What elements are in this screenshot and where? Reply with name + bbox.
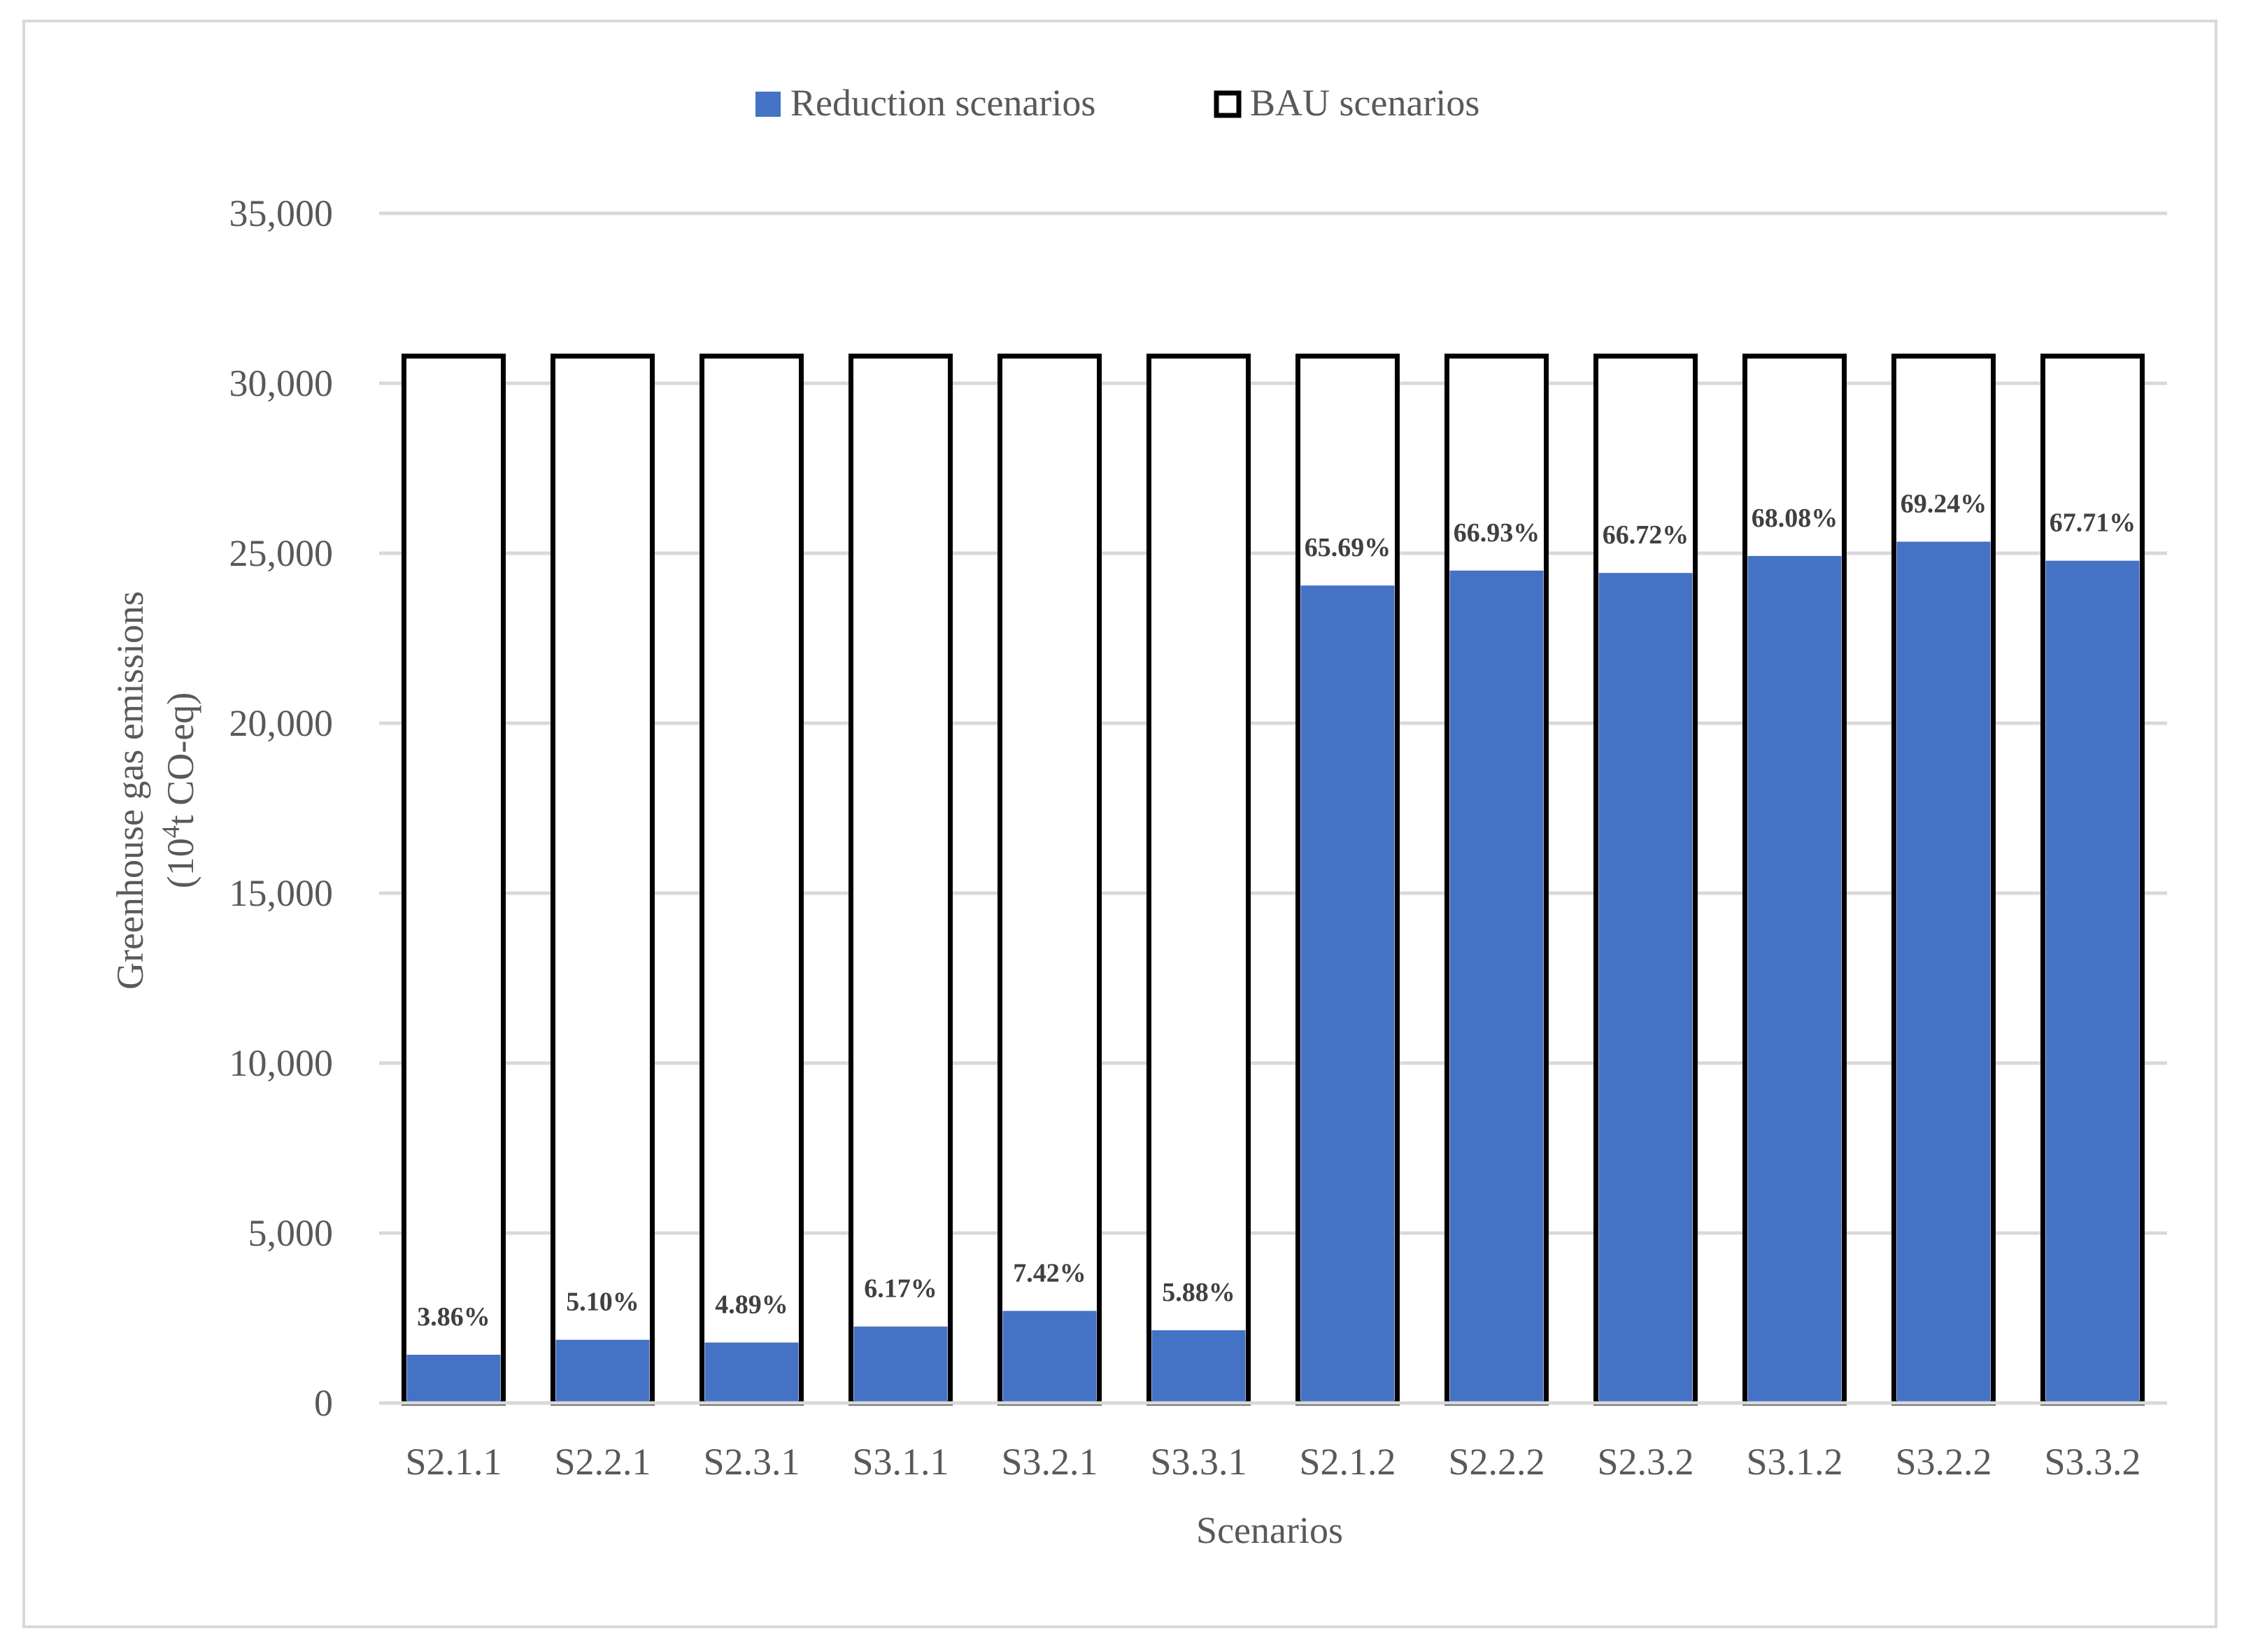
reduction-bar [853,1326,948,1403]
data-label: 66.93% [1454,518,1540,548]
data-label: 7.42% [1013,1258,1086,1288]
x-axis-ticks: S2.1.1 S2.2.1 S2.3.1 S3.1.1 S3.2.1 S3.3.1 S2.1… [379,1401,2167,1483]
reduction-bar [1449,570,1544,1403]
reduction-bar [1300,585,1395,1404]
legend-swatch-bau [1214,90,1242,118]
bau-bar [551,353,655,1406]
x-tick-label: S3.1.2 [1746,1441,1842,1483]
reduction-bar [1598,573,1693,1403]
data-label: 69.24% [1901,489,1987,518]
data-label: 3.86% [417,1302,490,1332]
y-tick-label: 10,000 [229,1042,334,1084]
data-label: 67.71% [2050,508,2136,538]
y-tick-label: 20,000 [229,702,334,744]
chart-frame [22,20,2217,1628]
y-tick-label: 15,000 [229,872,334,914]
data-label: 5.10% [566,1288,639,1317]
reduction-bar [1002,1311,1097,1403]
x-tick-label: S2.3.2 [1597,1441,1693,1483]
x-tick-label: S3.2.2 [1895,1441,1991,1483]
y-tick-label: 25,000 [229,532,334,574]
reduction-bar [1747,555,1842,1404]
y-tick-label: 0 [314,1382,333,1424]
data-label: 65.69% [1305,533,1391,562]
bau-bar [402,353,506,1406]
data-label: 66.72% [1603,520,1689,550]
reduction-bar [1151,1330,1246,1403]
x-tick-label: S2.1.2 [1299,1441,1396,1483]
bau-bar [700,353,804,1406]
y-axis-ticks: 0 5,000 10,000 15,000 20,000 25,000 30,000 35,0… [229,192,334,1424]
bars [402,353,2145,1406]
y-axis-title-line1: Greenhouse gas emissions [109,591,151,990]
data-label: 68.08% [1752,504,1838,533]
y-axis-title: Greenhouse gas emissions (104t CO-eq) [109,591,201,990]
legend: Reduction scenarios BAU scenarios [755,82,1479,124]
data-labels: 3.86% 5.10% 4.89% 6.17% 7.42% 5.88% 65.69% 66.9… [417,489,2136,1332]
x-tick-label: S2.1.1 [405,1441,502,1483]
x-tick-label: S3.1.1 [852,1441,949,1483]
y-tick-label: 30,000 [229,362,334,404]
x-tick-label: S2.2.2 [1448,1441,1545,1483]
data-label: 6.17% [864,1274,937,1304]
reduction-bar [704,1342,799,1403]
data-label: 5.88% [1162,1278,1235,1307]
bau-bar [997,353,1102,1406]
legend-label-bau: BAU scenarios [1250,82,1479,124]
x-tick-label: S3.3.2 [2044,1441,2140,1483]
legend-swatch-reduction [755,92,781,117]
y-axis-title-line2: (104t CO-eq) [157,692,201,888]
data-label: 4.89% [715,1290,788,1319]
reduction-bar [2045,560,2140,1403]
x-tick-label: S3.2.1 [1001,1441,1098,1483]
bau-bar [1146,353,1251,1406]
x-tick-label: S3.3.1 [1150,1441,1247,1483]
reduction-bar [1896,541,1991,1403]
bau-bar [848,353,953,1406]
reduction-bar [406,1354,501,1403]
reduction-bar [555,1339,650,1403]
y-tick-label: 5,000 [248,1212,334,1254]
x-tick-label: S2.3.1 [703,1441,800,1483]
x-axis-title: Scenarios [1196,1509,1343,1551]
y-tick-label: 35,000 [229,192,334,234]
x-tick-label: S2.2.1 [554,1441,651,1483]
legend-label-reduction: Reduction scenarios [790,82,1095,124]
